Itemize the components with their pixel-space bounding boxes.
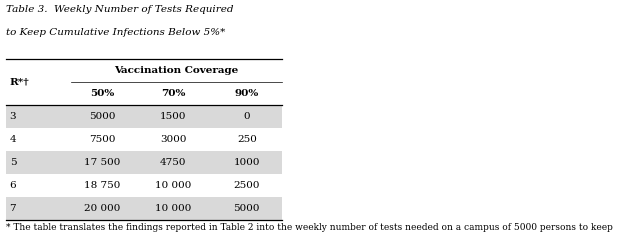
Text: 20 000: 20 000 [85,204,121,213]
Text: 5: 5 [10,158,16,167]
Text: 5000: 5000 [233,204,260,213]
Text: 5000: 5000 [89,112,116,121]
Text: * The table translates the findings reported in Table 2 into the weekly number o: * The table translates the findings repo… [6,223,613,232]
Text: 10 000: 10 000 [155,181,191,190]
Text: 250: 250 [237,135,257,144]
Text: to Keep Cumulative Infections Below 5%*: to Keep Cumulative Infections Below 5%* [6,28,226,37]
Text: 0: 0 [244,112,250,121]
Text: 18 750: 18 750 [85,181,121,190]
Text: 1000: 1000 [233,158,260,167]
Text: 3: 3 [10,112,16,121]
Text: 7: 7 [10,204,16,213]
Text: Table 3.  Weekly Number of Tests Required: Table 3. Weekly Number of Tests Required [6,5,234,14]
Text: 17 500: 17 500 [85,158,121,167]
Text: 70%: 70% [161,89,185,98]
Text: 6: 6 [10,181,16,190]
Text: Vaccination Coverage: Vaccination Coverage [114,66,238,75]
Text: 10 000: 10 000 [155,204,191,213]
Text: 90%: 90% [235,89,259,98]
Text: 3000: 3000 [160,135,187,144]
Text: R*†: R*† [10,78,29,87]
Text: 4750: 4750 [160,158,187,167]
Text: 4: 4 [10,135,16,144]
Text: 50%: 50% [90,89,115,98]
Text: 7500: 7500 [89,135,116,144]
Text: 2500: 2500 [233,181,260,190]
Text: 1500: 1500 [160,112,187,121]
